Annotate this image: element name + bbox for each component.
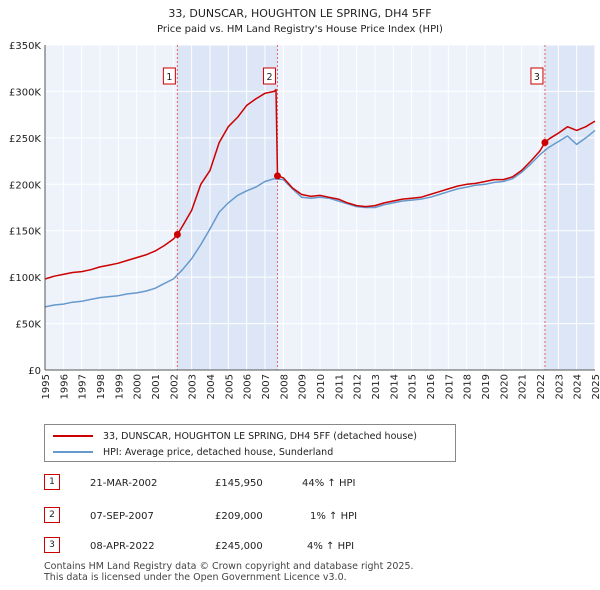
sale-point	[273, 172, 281, 180]
shaded-period	[177, 45, 278, 370]
marker-label: 3	[534, 72, 540, 83]
chart-subtitle: Price paid vs. HM Land Registry's House …	[157, 24, 443, 35]
x-tick-label: 1998	[96, 374, 107, 399]
x-tick-label: 2000	[133, 374, 144, 399]
y-tick-label: £100K	[9, 273, 41, 284]
transaction-num: 3	[44, 537, 60, 553]
sale-point	[541, 139, 549, 146]
x-tick-label: 2014	[389, 374, 400, 399]
marker-box	[262, 67, 276, 85]
x-tick-label: 2025	[591, 374, 600, 399]
y-tick-label: £350K	[9, 41, 41, 52]
transaction-row: 3 08-APR-2022 £245,000 4% ↑ HPI	[44, 537, 464, 557]
x-tick-label: 2020	[499, 374, 510, 399]
x-tick-label: 2003	[188, 374, 199, 399]
x-tick-label: 2012	[353, 374, 364, 399]
marker-box	[162, 67, 176, 85]
x-tick-label: 2022	[536, 374, 547, 399]
x-tick-label: 1999	[114, 374, 125, 399]
x-tick-label: 2002	[169, 374, 180, 399]
price-chart: 33, DUNSCAR, HOUGHTON LE SPRING, DH4 5FF…	[9, 7, 600, 399]
transaction-price: £245,000	[215, 541, 263, 552]
shaded-period	[544, 45, 595, 370]
x-tick-label: 2004	[206, 374, 217, 399]
x-tick-label: 2024	[573, 374, 584, 399]
x-tick-label: 2005	[224, 374, 235, 399]
x-tick-label: 2006	[243, 374, 254, 399]
x-tick-label: 2015	[408, 374, 419, 399]
chart-title: 33, DUNSCAR, HOUGHTON LE SPRING, DH4 5FF	[168, 7, 431, 20]
x-tick-label: 2008	[279, 374, 290, 399]
transaction-hpi: 44% ↑ HPI	[302, 478, 356, 489]
x-tick-label: 2009	[298, 374, 309, 399]
series-line-property	[44, 88, 596, 280]
chart-svg: 33, DUNSCAR, HOUGHTON LE SPRING, DH4 5FF…	[9, 7, 600, 399]
legend: 33, DUNSCAR, HOUGHTON LE SPRING, DH4 5FF…	[44, 424, 456, 462]
transaction-row: 1 21-MAR-2002 £145,950 44% ↑ HPI	[44, 474, 464, 494]
transaction-date: 21-MAR-2002	[90, 478, 158, 489]
legend-label-hpi: HPI: Average price, detached house, Sund…	[103, 446, 334, 458]
x-tick-label: 2019	[481, 374, 492, 399]
legend-swatch-hpi	[53, 451, 93, 453]
legend-item-hpi: HPI: Average price, detached house, Sund…	[53, 444, 333, 460]
transaction-hpi: 1% ↑ HPI	[310, 511, 358, 522]
legend-item-property: 33, DUNSCAR, HOUGHTON LE SPRING, DH4 5FF…	[53, 428, 417, 444]
x-tick-label: 2013	[371, 374, 382, 399]
series-line-hpi	[44, 129, 596, 308]
y-tick-label: £0	[28, 366, 41, 377]
y-tick-label: £300K	[9, 87, 41, 98]
transaction-price: £209,000	[215, 511, 263, 522]
legend-swatch-property	[53, 435, 93, 437]
x-tick-label: 2001	[151, 374, 162, 399]
x-tick-label: 1997	[78, 374, 89, 399]
x-tick-label: 2010	[316, 374, 327, 399]
x-tick-label: 1995	[41, 374, 52, 399]
marker-label: 1	[166, 72, 172, 83]
marker-label: 2	[266, 72, 272, 83]
transaction-row: 2 07-SEP-2007 £209,000 1% ↑ HPI	[44, 507, 464, 527]
marker-box	[530, 67, 544, 85]
sale-point	[173, 230, 181, 238]
transaction-num: 1	[44, 474, 60, 490]
x-tick-label: 2011	[334, 374, 345, 399]
transaction-date: 08-APR-2022	[90, 541, 155, 552]
transaction-date: 07-SEP-2007	[90, 511, 154, 522]
y-tick-label: £50K	[15, 320, 41, 331]
x-tick-label: 2007	[261, 374, 272, 399]
transaction-hpi: 4% ↑ HPI	[307, 541, 355, 552]
x-tick-label: 1996	[59, 374, 70, 399]
x-tick-label: 2021	[518, 374, 529, 399]
footer-copyright: Contains HM Land Registry data © Crown c…	[44, 561, 414, 572]
x-tick-label: 2016	[426, 374, 437, 399]
x-tick-label: 2018	[463, 374, 474, 399]
transaction-price: £145,950	[215, 478, 263, 489]
transaction-num: 2	[44, 507, 60, 523]
y-tick-label: £250K	[9, 134, 41, 145]
x-tick-label: 2017	[444, 374, 455, 399]
y-tick-label: £200K	[9, 180, 41, 191]
y-tick-label: £150K	[9, 227, 41, 238]
x-tick-label: 2023	[554, 374, 565, 399]
footer-licence: This data is licensed under the Open Gov…	[44, 572, 347, 583]
footer: Contains HM Land Registry data © Crown c…	[44, 561, 414, 583]
legend-label-property: 33, DUNSCAR, HOUGHTON LE SPRING, DH4 5FF…	[103, 430, 417, 442]
